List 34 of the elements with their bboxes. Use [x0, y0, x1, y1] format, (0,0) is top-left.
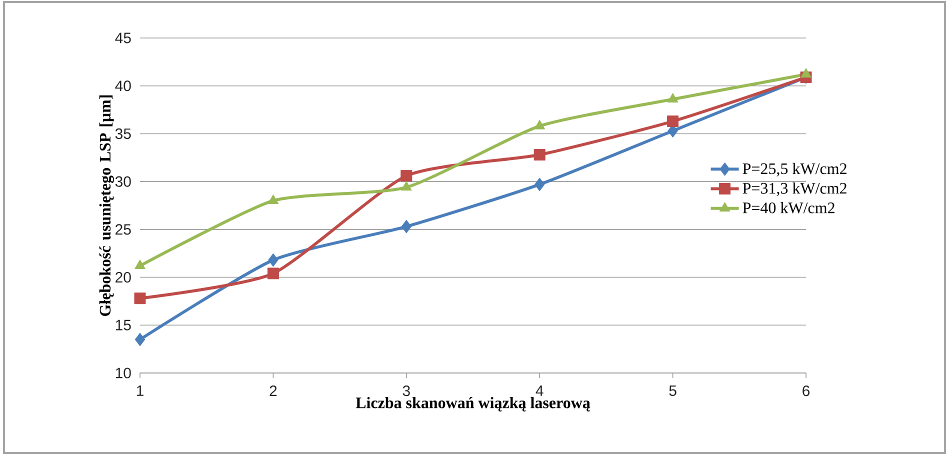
point [400, 170, 412, 182]
point [268, 253, 278, 267]
x-tick-label: 1 [136, 386, 144, 396]
y-axis-title: Głębokość usuniętego LSP [µm] [99, 95, 114, 316]
y-tick-label: 45 [115, 32, 131, 44]
x-tick-label: 4 [536, 386, 544, 396]
y-tick-label: 40 [115, 80, 131, 92]
point [534, 178, 545, 192]
legend-label: P=31,3 kW/cm2 [742, 182, 846, 196]
legend-label: P=40 kW/cm2 [742, 202, 834, 214]
y-tick-label: 35 [115, 128, 131, 140]
y-tick-label: 20 [116, 272, 131, 283]
y-tick-label: 25 [116, 224, 131, 235]
point [667, 116, 679, 128]
x-tick-label: 5 [669, 386, 676, 396]
x-tick-label: 2 [270, 386, 277, 396]
point [267, 268, 279, 280]
x-axis-title: Liczba skanowań wiązką laserową [356, 396, 590, 412]
point [268, 194, 279, 204]
point [400, 181, 412, 191]
point [667, 93, 678, 103]
y-tick-label: 30 [115, 176, 131, 187]
x-tick-label: 6 [802, 386, 810, 396]
point [134, 292, 146, 304]
y-tick-label: 15 [116, 320, 131, 330]
point [134, 260, 146, 270]
x-tick-label: 3 [402, 386, 410, 396]
point [134, 332, 146, 346]
point [534, 120, 546, 130]
legend-label: P=25,5 kW/cm2 [742, 162, 846, 176]
point [800, 68, 812, 78]
y-tick-label: 10 [116, 368, 131, 378]
point [534, 149, 546, 161]
point [401, 220, 412, 234]
